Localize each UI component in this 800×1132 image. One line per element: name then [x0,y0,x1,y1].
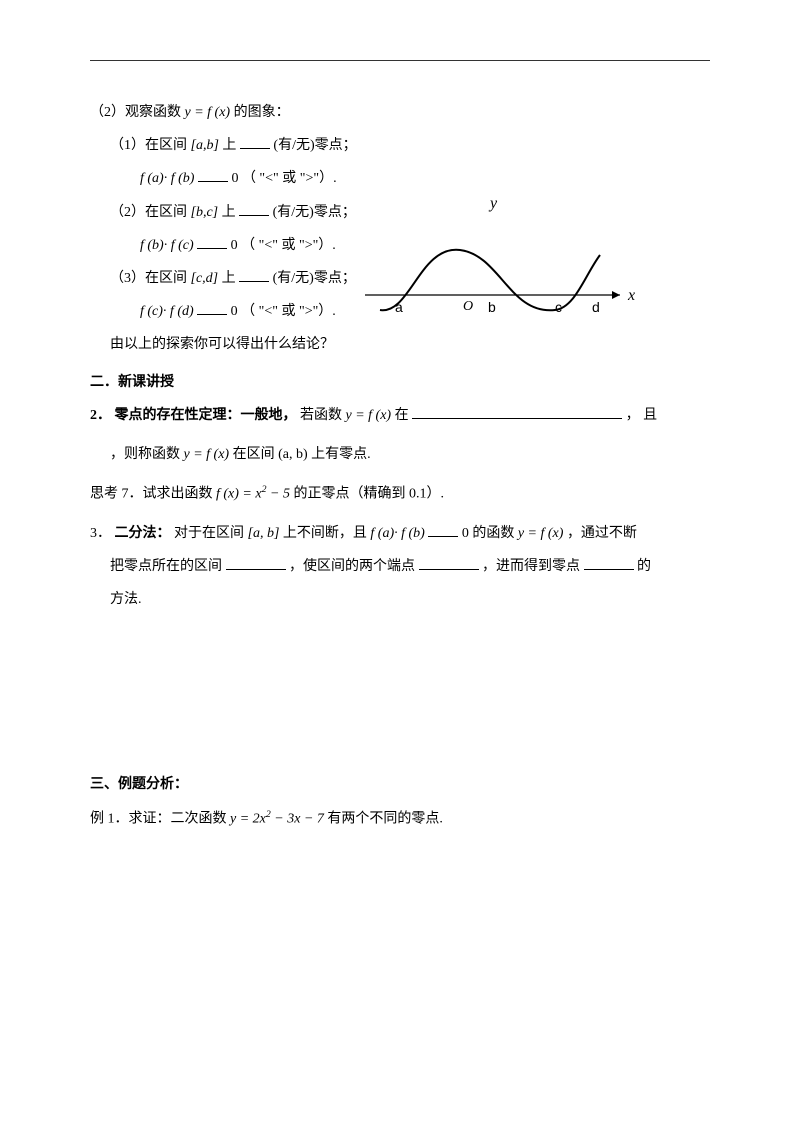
section2-heading: 二．新课讲授 [90,370,720,395]
tick-c: c [555,299,562,315]
item3-prefix: （3）在区间 [110,271,187,286]
blank [419,555,479,570]
item3-prod: f (c)· f (d) [140,304,194,319]
bisect-p3: 0 的函数 [462,526,518,541]
theorem-line2b: 在区间 [233,447,279,462]
blank [584,555,634,570]
ex1-prefix: 例 1．求证：二次函数 [90,811,230,826]
theorem-mid: 若函数 [300,408,346,423]
tick-b: b [488,299,496,315]
observe-prefix: （2）观察函数 [90,105,185,120]
item1-line1: （1）在区间 [a,b] 上 (有/无)零点； [110,133,450,158]
think7-line: 思考 7．试求出函数 f (x) = x2 − 5 的正零点（精确到 0.1）. [90,481,720,507]
item3-interval: [c,d] [191,271,219,286]
x-axis-label: x [627,287,635,304]
bisect-prod: f (a)· f (b) [370,526,424,541]
bisect-line3: 方法. [110,587,720,612]
origin-label: O [463,299,473,314]
theorem-interval: (a, b) [278,447,308,462]
think7-prefix: 思考 7．试求出函数 [90,487,213,502]
bisect-p4: ，通过不断 [567,526,637,541]
item1-zero: 0 （ "<" 或 ">"）. [231,171,336,186]
bisect-p1: 对于在区间 [174,526,244,541]
bisect-line2: 把零点所在的区间 ，使区间的两个端点 ，进而得到零点 的 [110,554,720,579]
item2-tail: (有/无)零点； [273,205,356,220]
ex1-expr-post: − 3x − 7 [271,811,324,826]
blank [412,404,622,419]
page: （2）观察函数 y = f (x) 的图象： （1）在区间 [a,b] 上 (有… [0,0,800,1132]
item1-suffix: 上 [222,138,236,153]
bisect-l2a: 把零点所在的区间 [110,559,222,574]
blank [198,167,228,182]
bisect-p2: 上不间断，且 [283,526,367,541]
theorem-mid2: 在 [395,408,409,423]
bisect-fx: y = f (x) [518,526,564,541]
example1-line: 例 1．求证：二次函数 y = 2x2 − 3x − 7 有两个不同的零点. [90,806,720,832]
theorem-line2: ，则称函数 y = f (x) 在区间 (a, b) 上有零点. [110,442,720,467]
theorem-num: 2． [90,408,111,423]
think7-expr-pre: f (x) = x [216,487,262,502]
ex1-tail: 有两个不同的零点. [327,811,443,826]
fx-expr: y = f (x) [185,105,231,120]
tick-a: a [395,299,403,315]
function-graph: y x a O b c d [360,190,640,340]
item2-interval: [b,c] [191,205,219,220]
item3-suffix: 上 [222,271,236,286]
think7-expr-post: − 5 [267,487,290,502]
item1-line2: f (a)· f (b) 0 （ "<" 或 ">"）. [140,166,450,191]
bisect-l2c: ，进而得到零点 [482,559,580,574]
bisect-l2b: ，使区间的两个端点 [289,559,415,574]
item3-zero: 0 （ "<" 或 ">"）. [231,304,336,319]
item1-prod: f (a)· f (b) [140,171,194,186]
spacer [80,620,720,760]
item2-suffix: 上 [222,205,236,220]
bisect-num: 3． [90,526,111,541]
bisect-interval: [a, b] [248,526,280,541]
theorem-tail: ， 且 [626,408,658,423]
item2-zero: 0 （ "<" 或 ">"）. [231,238,336,253]
theorem-line2a: ，则称函数 [110,447,184,462]
blank [240,134,270,149]
bisect-bold: 二分法： [115,526,171,541]
bisect-l3: 方法. [110,592,142,607]
section3-heading: 三、例题分析： [90,772,720,797]
blank [239,201,269,216]
observe-tail: 的图象： [234,105,290,120]
item2-prod: f (b)· f (c) [140,238,194,253]
content: （2）观察函数 y = f (x) 的图象： （1）在区间 [a,b] 上 (有… [80,100,720,832]
ex1-expr-pre: y = 2x [230,811,266,826]
item3-tail: (有/无)零点； [273,271,356,286]
theorem-line1: 2． 零点的存在性定理：一般地， 若函数 y = f (x) 在 ， 且 [90,403,720,428]
item1-tail: (有/无)零点； [273,138,356,153]
conclude-text: 由以上的探索你可以得出什么结论？ [110,337,334,352]
two-column-region: （2）观察函数 y = f (x) 的图象： （1）在区间 [a,b] 上 (有… [80,100,720,324]
item2-prefix: （2）在区间 [110,205,187,220]
blank [226,555,286,570]
blank [239,267,269,282]
item1-prefix: （1）在区间 [110,138,187,153]
theorem-bold: 零点的存在性定理：一般地， [115,408,297,423]
think7-tail: 的正零点（精确到 0.1）. [293,487,444,502]
bisect-l2d: 的 [637,559,651,574]
top-rule [90,60,710,61]
blank [428,522,458,537]
x-axis-arrow-icon [612,291,620,299]
blank [197,234,227,249]
y-axis-label: y [488,195,498,212]
tick-d: d [592,299,600,315]
theorem-fx2: y = f (x) [184,447,230,462]
blank [197,300,227,315]
graph-svg: y x a O b c d [360,190,640,340]
theorem-line2c: 上有零点. [311,447,371,462]
theorem-fx: y = f (x) [346,408,392,423]
bisect-line1: 3． 二分法： 对于在区间 [a, b] 上不间断，且 f (a)· f (b)… [90,521,720,546]
item1-interval: [a,b] [191,138,219,153]
observe-line: （2）观察函数 y = f (x) 的图象： [90,100,450,125]
